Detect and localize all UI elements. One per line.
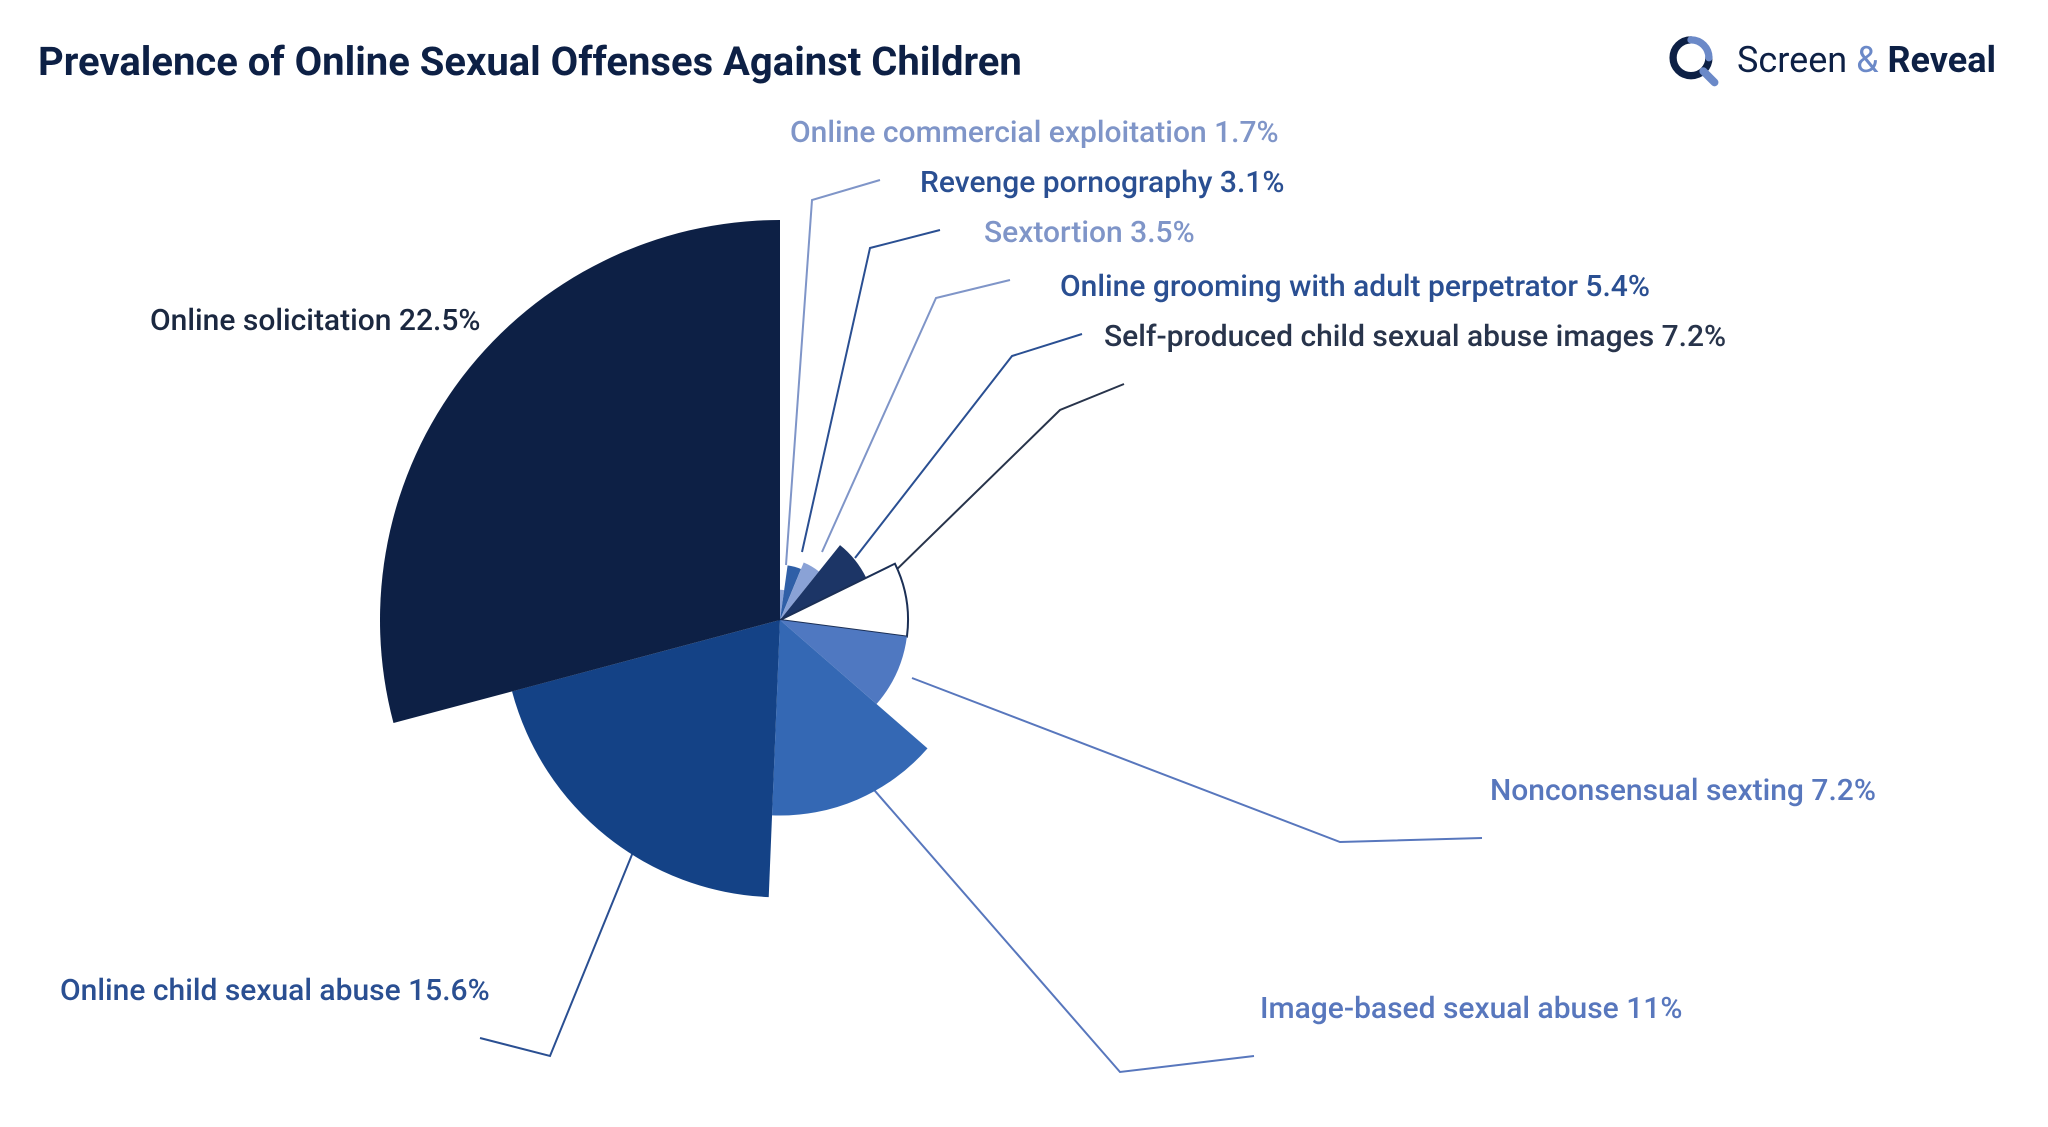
leader-line [855, 334, 1082, 558]
slice-label: Nonconsensual sexting 7.2% [1490, 773, 1876, 808]
slice-label: Self-produced child sexual abuse images … [1104, 319, 1726, 354]
slice-label: Revenge pornography 3.1% [920, 165, 1284, 200]
slice-label: Online commercial exploitation 1.7% [790, 115, 1279, 150]
polar-area-chart: Online commercial exploitation 1.7% Reven… [0, 100, 2048, 1127]
brand-name-1: Screen [1737, 39, 1847, 81]
leader-line [802, 230, 940, 552]
slice-label: Image-based sexual abuse 11% [1260, 991, 1682, 1026]
leader-line [912, 678, 1482, 842]
brand-amp: & [1856, 39, 1878, 81]
slice-label: Sextortion 3.5% [984, 215, 1195, 250]
brand-name-2: Reveal [1887, 39, 1996, 81]
leader-line [822, 280, 1010, 552]
slice-label: Online grooming with adult perpetrator 5… [1060, 269, 1650, 304]
chart-title: Prevalence of Online Sexual Offenses Aga… [38, 38, 1022, 85]
slice-label: Online child sexual abuse 15.6% [60, 973, 490, 1008]
leader-line [888, 384, 1124, 578]
brand-logo: Screen & Reveal [1663, 32, 1996, 88]
slice-label: Online solicitation 22.5% [150, 303, 481, 338]
leader-line [786, 180, 880, 565]
brand-icon [1663, 32, 1719, 88]
leader-line [480, 830, 642, 1056]
leader-line [848, 760, 1254, 1072]
brand-text: Screen & Reveal [1737, 39, 1996, 81]
